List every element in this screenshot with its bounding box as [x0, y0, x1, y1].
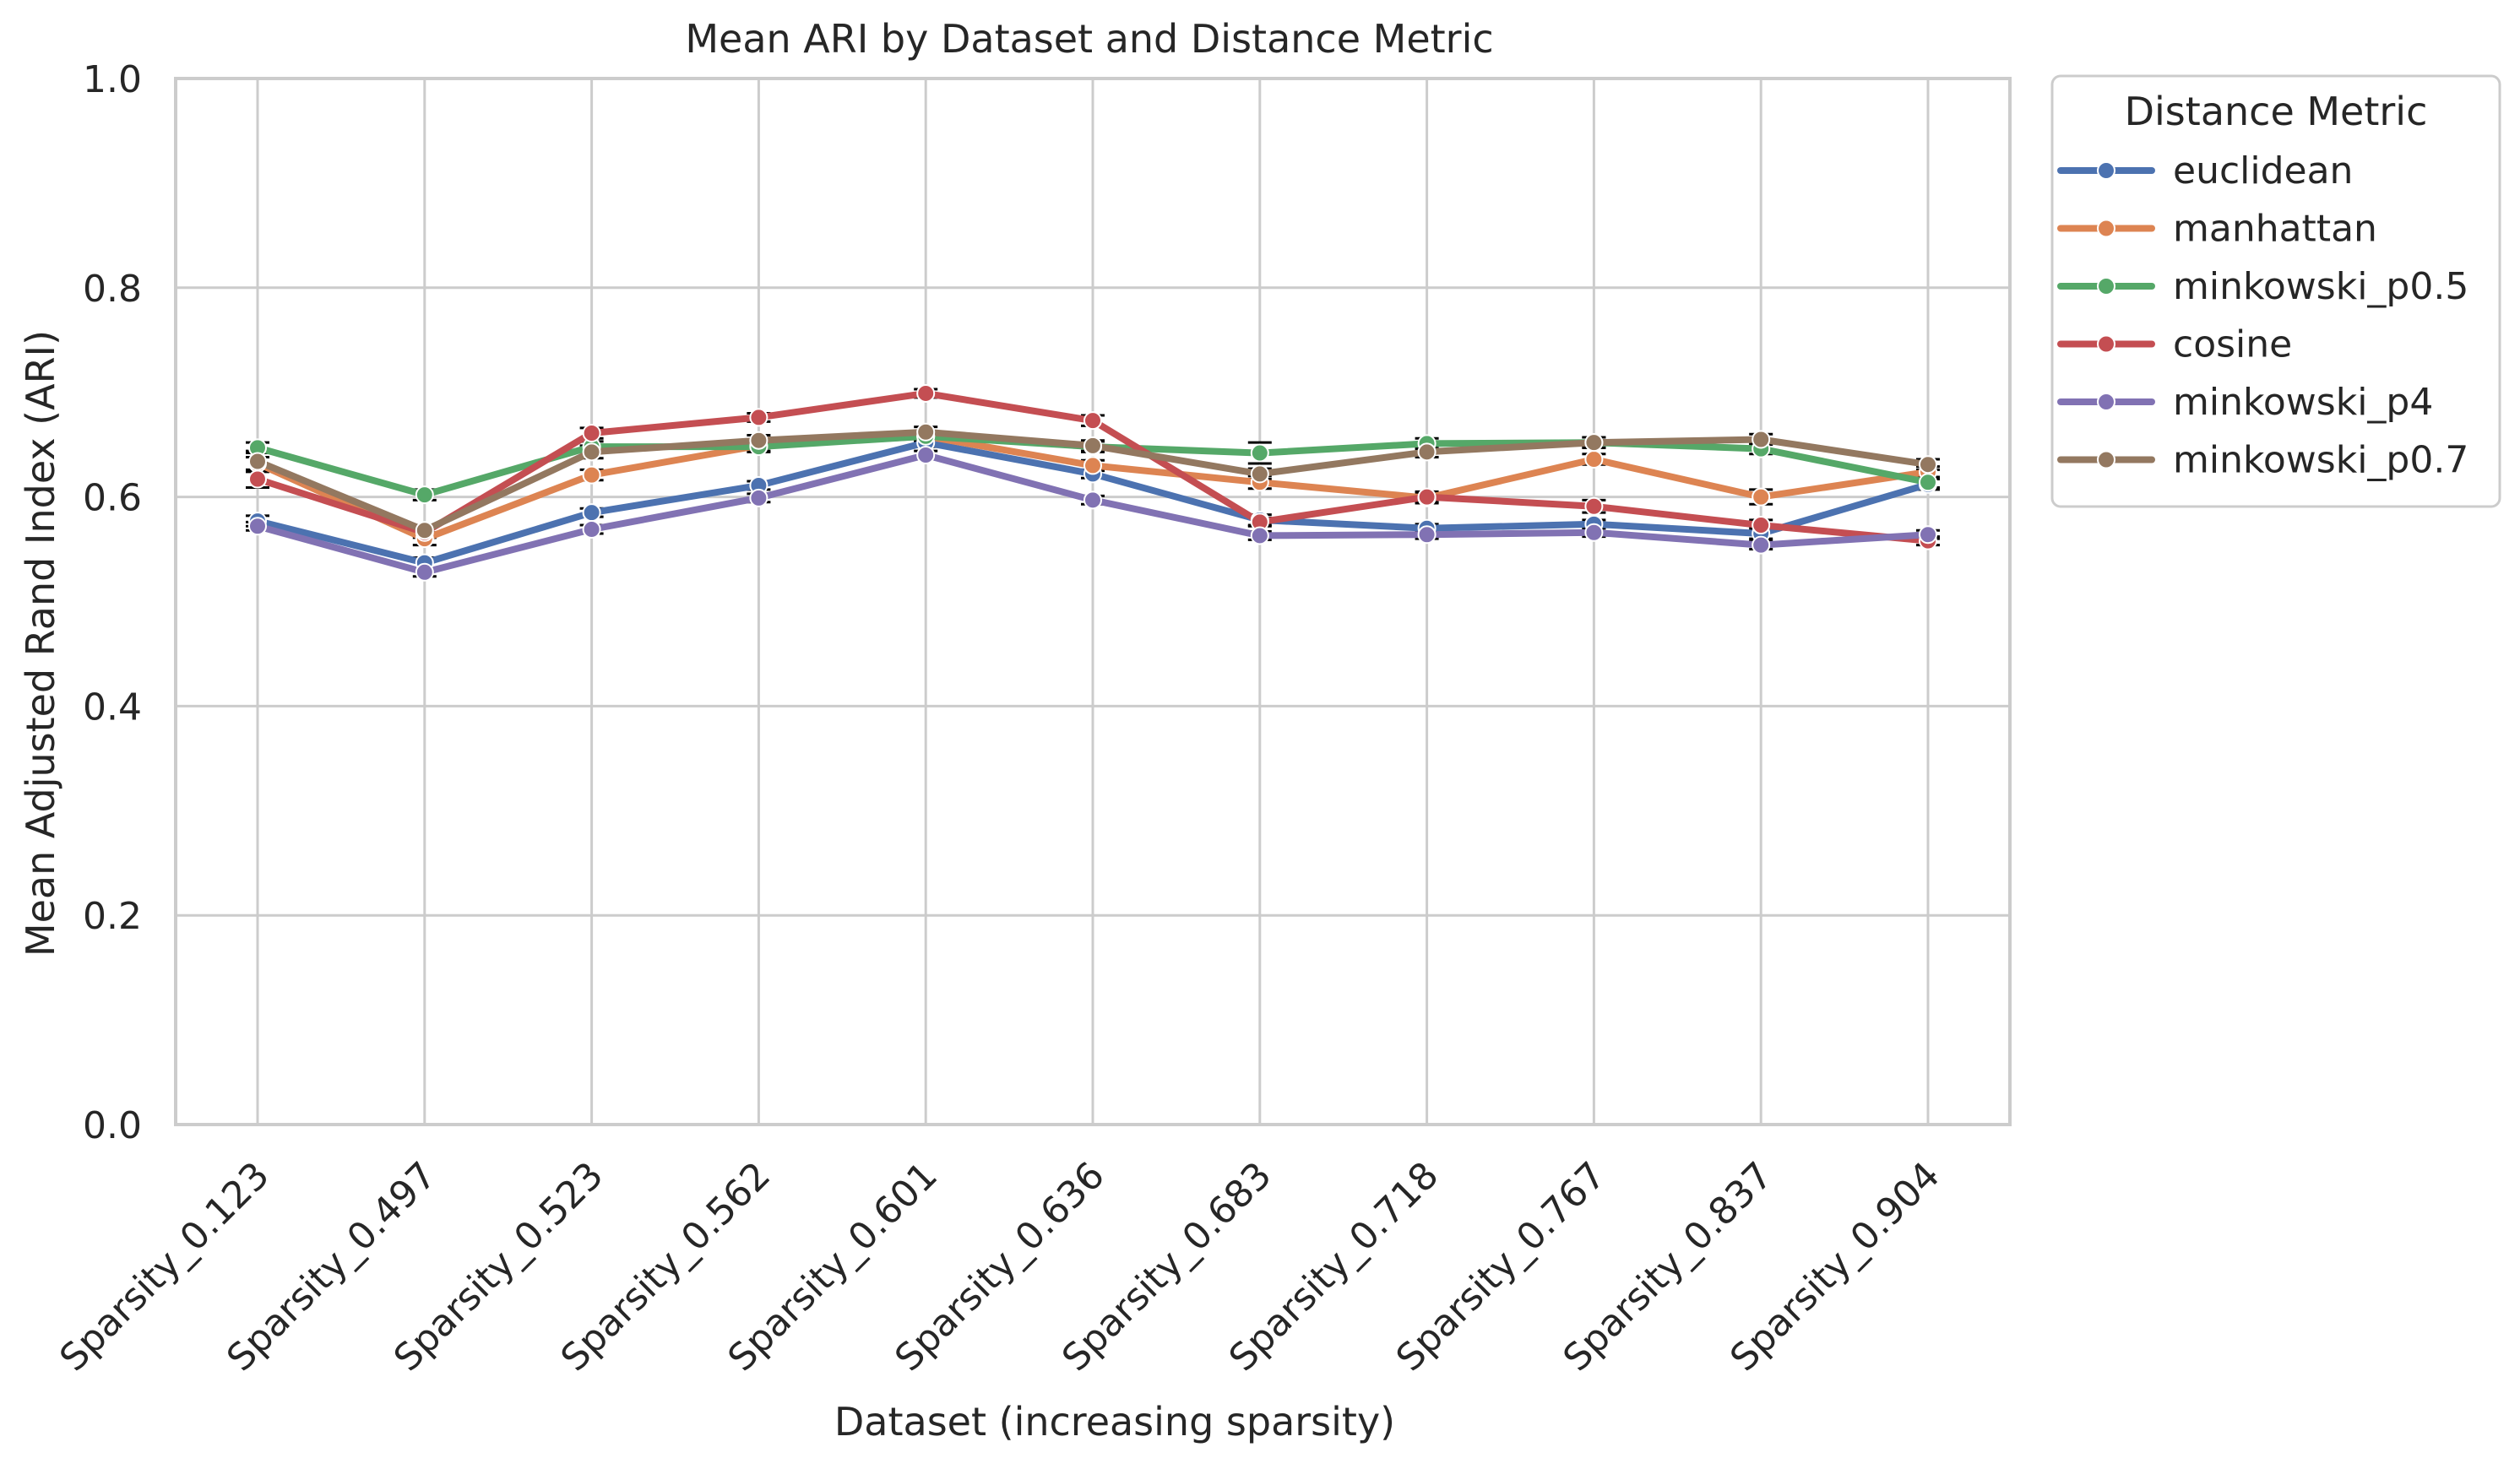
data-point-cosine: [916, 383, 936, 403]
data-point-minkowski_p0.7: [1752, 430, 1771, 449]
data-point-cosine: [1752, 516, 1771, 535]
gridlines: [176, 77, 2010, 1126]
data-point-minkowski_p4: [1083, 491, 1102, 510]
data-point-cosine: [1083, 411, 1102, 431]
data-point-manhattan: [1083, 456, 1102, 475]
data-point-minkowski_p4: [1752, 535, 1771, 555]
data-point-minkowski_p0.7: [248, 452, 267, 471]
data-point-cosine: [1584, 496, 1604, 516]
y-axis-label: Mean Adjusted Rand Index (ARI): [18, 330, 63, 957]
plot-frame: [174, 77, 2012, 1126]
legend: Distance Metric euclidean manhattan minkow…: [2050, 74, 2501, 508]
y-tick-label: 0.0: [83, 1104, 142, 1147]
legend-label-cosine: cosine: [2173, 323, 2292, 366]
data-point-minkowski_p0.7: [1919, 455, 1937, 474]
legend-box: [2050, 74, 2501, 508]
data-point-minkowski_p4: [916, 446, 936, 465]
data-point-manhattan: [1752, 487, 1771, 507]
data-point-minkowski_p0.5: [1919, 473, 1937, 492]
data-point-cosine: [1417, 487, 1437, 507]
x-axis-label: Dataset (increasing sparsity): [834, 1399, 1395, 1445]
legend-label-minkowski_p0.7: minkowski_p0.7: [2173, 439, 2468, 482]
data-point-minkowski_p4: [582, 520, 601, 539]
y-tick-label: 0.6: [83, 477, 142, 520]
data-point-minkowski_p0.7: [1250, 464, 1269, 484]
series-markers: [248, 383, 1937, 582]
data-point-minkowski_p4: [1584, 523, 1604, 542]
legend-marker-minkowski_p0.7: [2097, 450, 2115, 469]
data-point-minkowski_p4: [1250, 526, 1269, 545]
legend-label-manhattan: manhattan: [2173, 208, 2377, 251]
data-point-minkowski_p4: [749, 488, 768, 507]
legend-marker-euclidean: [2097, 161, 2115, 180]
data-point-minkowski_p0.7: [415, 521, 434, 540]
y-tick-labels: 0.0 0.2 0.4 0.6 0.8 1.0: [83, 58, 142, 1147]
data-point-minkowski_p0.5: [415, 485, 434, 505]
data-point-minkowski_p0.7: [582, 442, 601, 462]
legend-marker-cosine: [2097, 334, 2115, 354]
legend-marker-manhattan: [2097, 219, 2115, 238]
data-point-minkowski_p0.7: [1584, 433, 1604, 453]
y-tick-label: 0.4: [83, 686, 142, 729]
legend-marker-minkowski_p0.5: [2097, 277, 2115, 295]
chart-title: Mean ARI by Dataset and Distance Metric: [685, 16, 1493, 62]
data-point-minkowski_p4: [248, 517, 267, 536]
y-tick-label: 1.0: [83, 58, 142, 101]
legend-label-minkowski_p0.5: minkowski_p0.5: [2173, 265, 2468, 308]
legend-marker-minkowski_p4: [2097, 393, 2115, 411]
data-point-minkowski_p4: [1919, 525, 1937, 545]
legend-title: Distance Metric: [2125, 89, 2428, 134]
data-point-cosine: [248, 469, 267, 489]
data-point-minkowski_p4: [1417, 525, 1437, 545]
data-point-cosine: [582, 424, 601, 443]
data-point-euclidean: [582, 503, 601, 523]
data-point-minkowski_p4: [415, 562, 434, 582]
data-point-cosine: [749, 408, 768, 427]
data-point-minkowski_p0.7: [916, 422, 936, 442]
data-point-minkowski_p0.7: [1083, 436, 1102, 455]
y-tick-label: 0.2: [83, 895, 142, 938]
data-point-minkowski_p0.7: [1417, 442, 1437, 462]
data-point-minkowski_p0.7: [749, 431, 768, 450]
legend-label-euclidean: euclidean: [2173, 149, 2353, 192]
data-point-manhattan: [1584, 449, 1604, 469]
data-point-minkowski_p0.5: [1250, 443, 1269, 463]
legend-label-minkowski_p4: minkowski_p4: [2173, 381, 2433, 424]
data-point-manhattan: [582, 465, 601, 485]
y-tick-label: 0.8: [83, 268, 142, 311]
